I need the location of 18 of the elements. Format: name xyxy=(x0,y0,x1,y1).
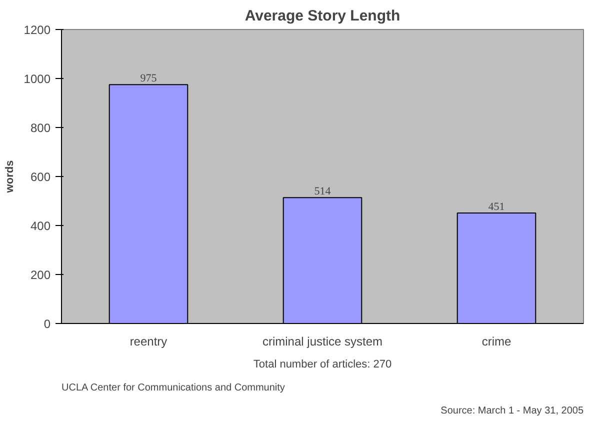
y-tick-label: 1200 xyxy=(24,23,51,37)
x-tick-label: criminal justice system xyxy=(262,334,383,348)
chart-title: Average Story Length xyxy=(244,8,400,24)
y-tick-label: 800 xyxy=(30,121,51,135)
text: UCLA Center for Communications and Community xyxy=(62,382,285,394)
y-axis-title: words xyxy=(4,160,16,194)
data-label: 975 xyxy=(140,72,158,85)
y-tick-label: 400 xyxy=(30,219,51,233)
text: Total number of articles: 270 xyxy=(253,358,392,370)
x-tick-label: crime xyxy=(482,334,512,348)
y-tick-label: 0 xyxy=(44,317,51,331)
y-tick-label: 600 xyxy=(30,170,51,184)
source-note: Source: March 1 - May 31, 2005 xyxy=(440,406,584,416)
data-label: 514 xyxy=(314,186,332,198)
data-label: 451 xyxy=(488,201,505,214)
x-tick-label: reentry xyxy=(130,334,168,348)
y-tick-label: 200 xyxy=(30,268,51,282)
y-tick-label: 1000 xyxy=(24,72,51,86)
